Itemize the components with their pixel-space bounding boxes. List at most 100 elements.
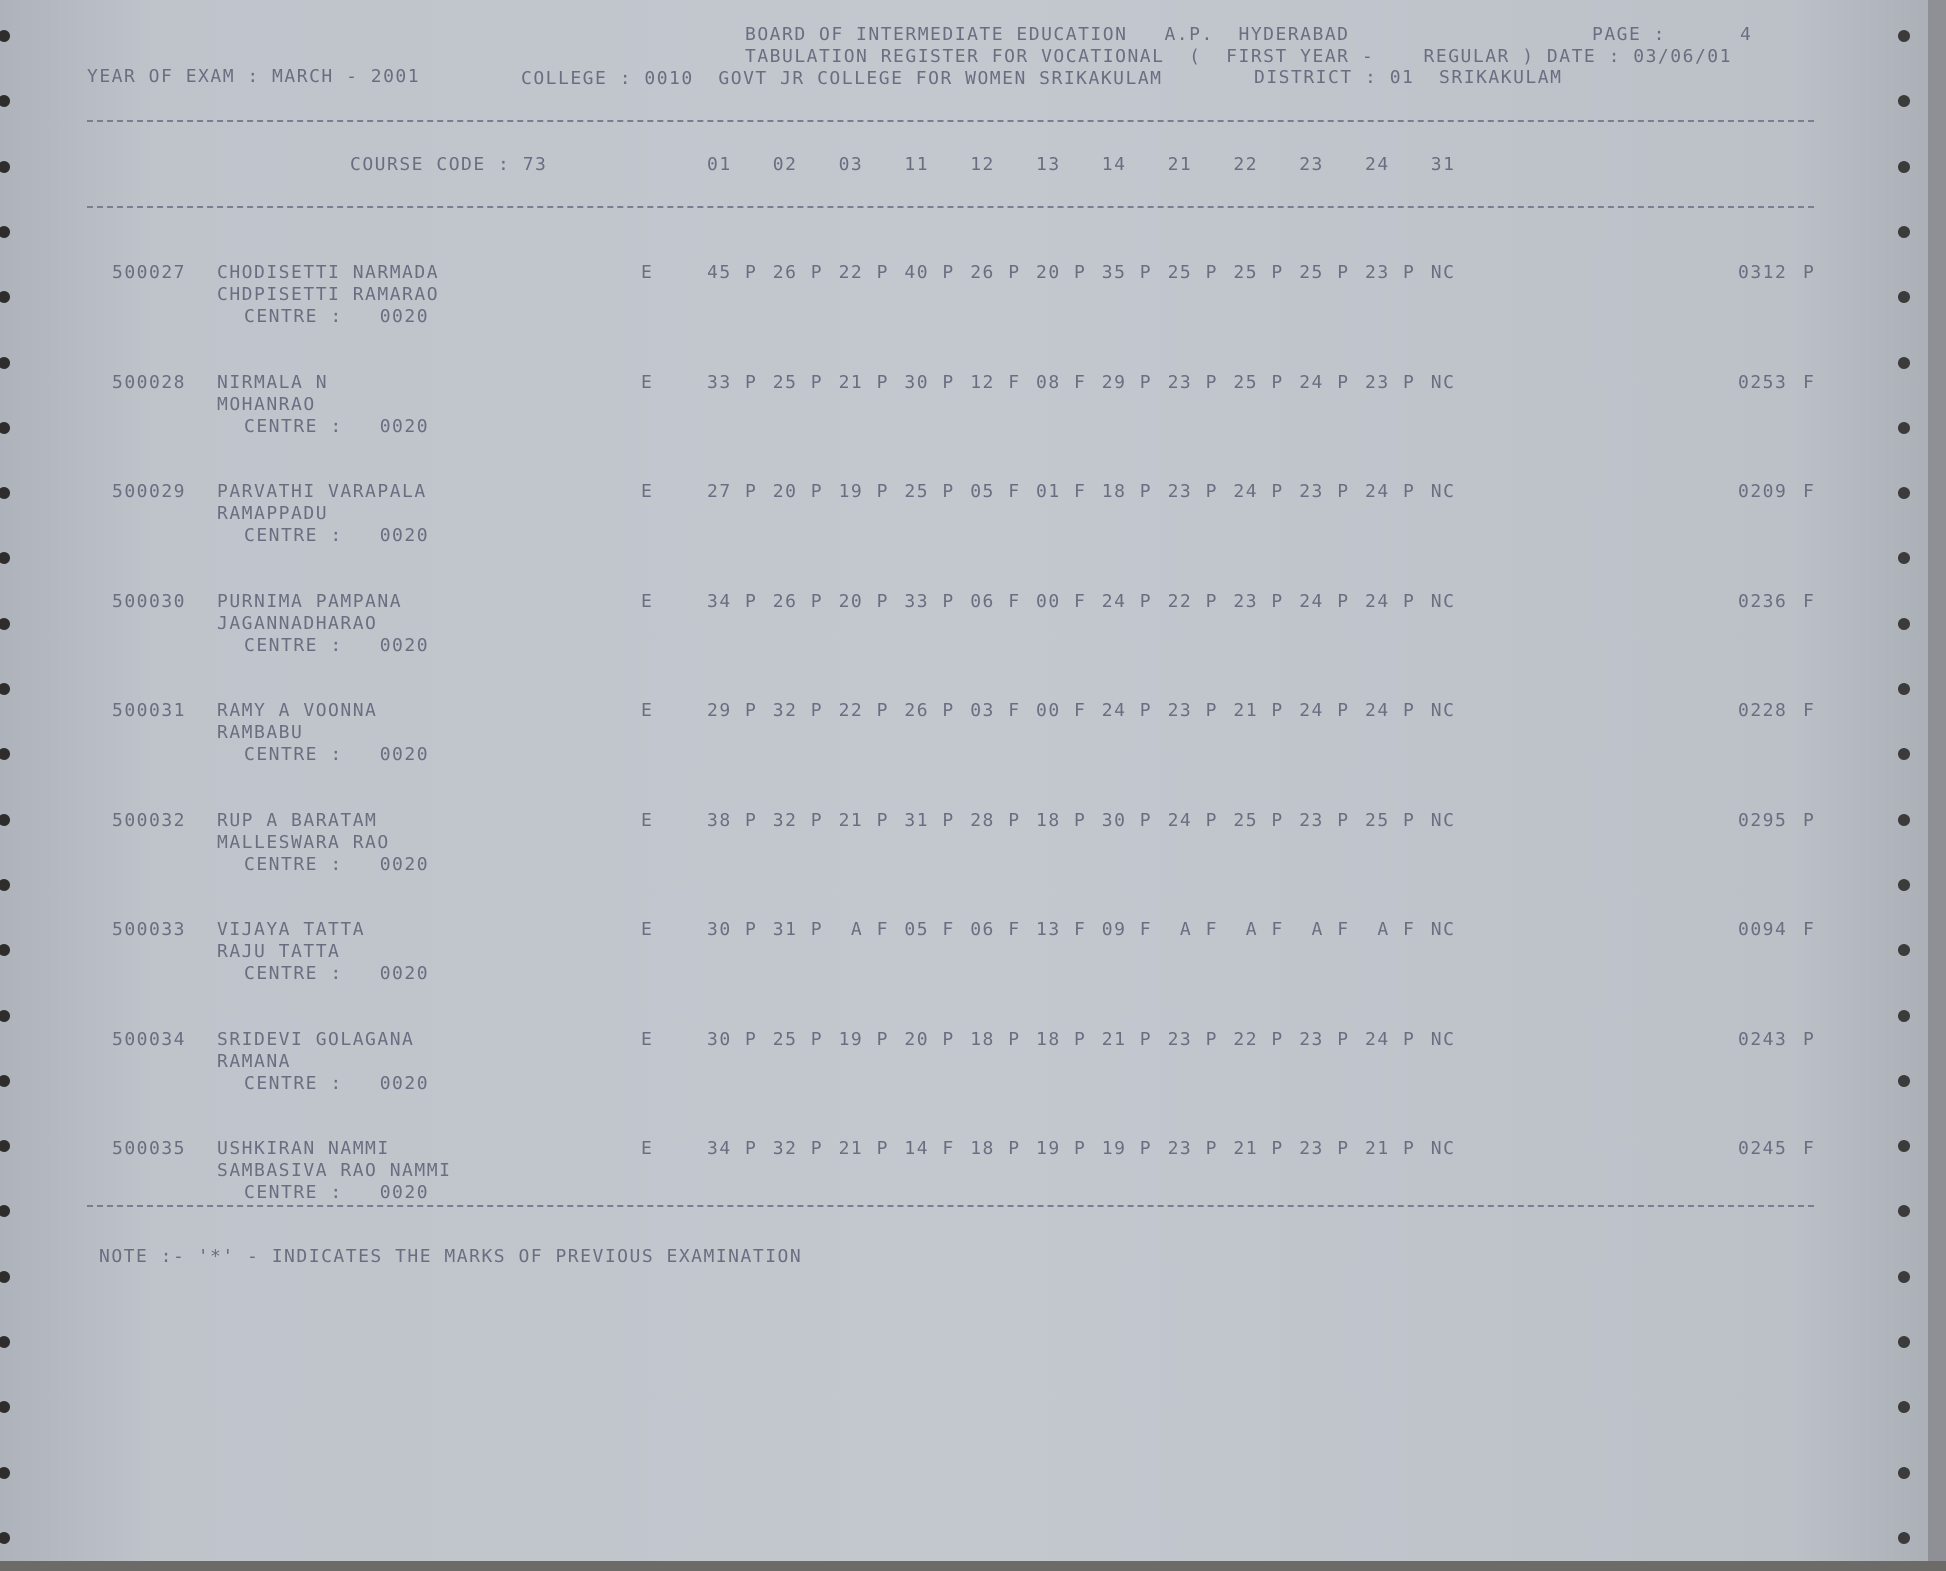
- subject-grade: P: [1337, 371, 1350, 393]
- subject-mark: 23: [1299, 809, 1324, 831]
- subject-mark: 06: [970, 919, 995, 940]
- feed-hole: [0, 225, 10, 238]
- roll-number: 500028: [112, 371, 187, 393]
- subject-mark: 21: [1233, 1138, 1259, 1159]
- subject-mark: 23: [1365, 262, 1390, 283]
- subject-mark: 32: [772, 809, 798, 831]
- subject-mark: 20: [904, 1028, 930, 1050]
- roll-number: 500034: [112, 1028, 187, 1050]
- subject-grade: P: [942, 371, 955, 393]
- result: P: [1803, 809, 1816, 831]
- student-name: VIJAYA TATTA: [217, 919, 366, 940]
- medium: E: [641, 262, 654, 283]
- subject-grade: P: [942, 1028, 955, 1050]
- feed-hole: [0, 1401, 10, 1414]
- subject-mark: 20: [838, 590, 864, 612]
- subject-grade: P: [1074, 262, 1087, 283]
- subject-grade: P: [942, 481, 955, 502]
- subject-mark: 19: [1101, 1138, 1127, 1159]
- subject-mark: 23: [1167, 1028, 1193, 1050]
- total-marks: 0312: [1738, 262, 1788, 283]
- subject-mark: 30: [1101, 809, 1127, 831]
- subject-grade: F: [1008, 371, 1021, 393]
- subject-mark: 21: [838, 1138, 864, 1159]
- subject-mark: 25: [772, 371, 798, 393]
- subject-grade: P: [1205, 809, 1218, 831]
- subject-mark: A: [1299, 919, 1324, 940]
- feed-hole: [0, 356, 10, 369]
- feed-hole: [1898, 487, 1910, 500]
- subject-mark: 18: [970, 1138, 995, 1159]
- subject-grade: P: [1271, 262, 1284, 283]
- parent-name: SAMBASIVA RAO NAMMI: [217, 1160, 452, 1181]
- result: F: [1803, 481, 1816, 502]
- result: F: [1803, 371, 1816, 393]
- subject-mark: 32: [772, 700, 798, 721]
- subject-grade: P: [1074, 1138, 1087, 1159]
- subject-mark: 25: [1233, 371, 1259, 393]
- subject-code: 31: [1430, 154, 1456, 175]
- feed-hole: [0, 748, 10, 761]
- subject-mark: 25: [772, 1028, 798, 1050]
- subject-mark: 23: [1299, 1138, 1324, 1159]
- feed-hole: [1898, 1270, 1910, 1283]
- feed-hole: [0, 813, 10, 826]
- roll-number: 500033: [112, 919, 187, 940]
- subject-grade: F: [1008, 481, 1021, 502]
- district: DISTRICT : 01 SRIKAKULAM: [1254, 67, 1563, 88]
- total-marks: 0295: [1738, 809, 1788, 831]
- subject-31-status: NC: [1430, 371, 1456, 393]
- subject-mark: A: [838, 919, 864, 940]
- subject-grade: P: [810, 1138, 824, 1159]
- subject-grade: P: [1271, 481, 1284, 502]
- student-name: NIRMALA N: [217, 371, 329, 393]
- subject-grade: F: [1008, 590, 1021, 612]
- subject-mark: 23: [1167, 700, 1193, 721]
- subject-grade: P: [1139, 1138, 1153, 1159]
- subject-mark: 23: [1167, 481, 1193, 502]
- feed-hole: [1898, 421, 1910, 434]
- subject-mark: 23: [1233, 590, 1259, 612]
- subject-mark: 18: [1036, 809, 1061, 831]
- subject-grade: P: [810, 700, 824, 721]
- subject-grade: P: [1337, 1028, 1350, 1050]
- subject-grade: P: [1403, 371, 1416, 393]
- student-name: SRIDEVI GOLAGANA: [217, 1028, 415, 1050]
- subject-grade: P: [1337, 262, 1350, 283]
- feed-hole: [0, 1140, 10, 1153]
- subject-mark: 23: [1365, 371, 1390, 393]
- subject-grade: P: [1271, 590, 1284, 612]
- subject-grade: P: [1205, 371, 1218, 393]
- feed-hole: [0, 1466, 10, 1479]
- subject-code: 23: [1299, 154, 1324, 175]
- subject-31-status: NC: [1430, 1138, 1456, 1159]
- subject-mark: 18: [1101, 481, 1127, 502]
- subject-grade: P: [876, 809, 889, 831]
- roll-number: 500032: [112, 809, 187, 831]
- subject-grade: P: [745, 481, 758, 502]
- subject-mark: 31: [772, 919, 798, 940]
- subject-grade: P: [810, 590, 824, 612]
- board-title: BOARD OF INTERMEDIATE EDUCATION A.P. HYD…: [745, 24, 1350, 45]
- subject-mark: 21: [1365, 1138, 1390, 1159]
- subject-mark: 45: [707, 262, 732, 283]
- feed-hole: [0, 617, 10, 630]
- subject-grade: F: [1271, 919, 1284, 940]
- subject-grade: P: [876, 262, 889, 283]
- subject-mark: 05: [904, 919, 930, 940]
- subject-grade: P: [810, 1028, 824, 1050]
- subject-grade: P: [1337, 700, 1350, 721]
- subject-grade: P: [1074, 1028, 1087, 1050]
- subject-grade: P: [1337, 809, 1350, 831]
- subject-grade: P: [1139, 1028, 1153, 1050]
- subject-code: 12: [970, 154, 995, 175]
- feed-hole: [0, 421, 10, 434]
- subject-mark: 18: [1036, 1028, 1061, 1050]
- subject-mark: 22: [838, 700, 864, 721]
- subject-mark: 29: [707, 700, 732, 721]
- subject-grade: F: [1008, 919, 1021, 940]
- subject-grade: F: [1403, 919, 1416, 940]
- subject-mark: 24: [1101, 700, 1127, 721]
- divider: [87, 206, 1814, 208]
- subject-mark: 25: [1233, 262, 1259, 283]
